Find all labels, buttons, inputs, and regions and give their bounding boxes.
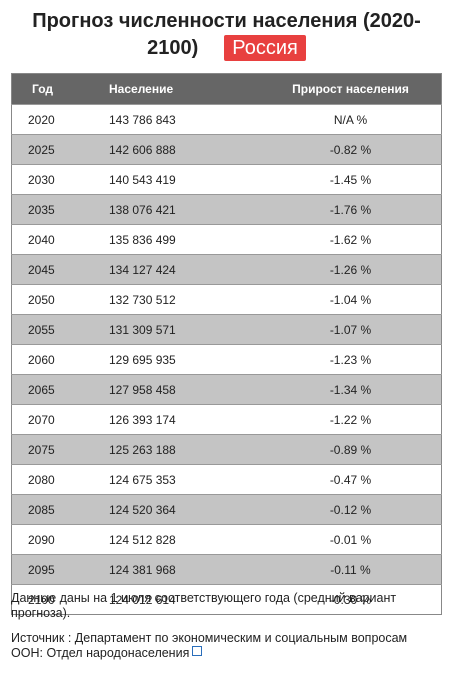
- table-cell: -1.22 %: [260, 404, 442, 435]
- table-row: 2030 140 543 419 -1.45 %: [11, 164, 442, 195]
- table-row: 2090 124 512 828 -0.01 %: [11, 524, 442, 555]
- table-cell: 132 730 512: [105, 284, 260, 315]
- table-cell: -0.89 %: [260, 434, 442, 465]
- note: Данные даны на 1 июля соответствующего г…: [11, 591, 397, 620]
- table-row: 2100 124 012 614 -0.30 %: [11, 584, 442, 615]
- table-cell: 127 958 458: [105, 374, 260, 405]
- country-badge: Россия: [224, 35, 306, 61]
- table-cell: 124 381 968: [105, 554, 260, 585]
- page: Прогноз численности населения (2020-2100…: [0, 8, 453, 673]
- table-cell: 2040: [11, 224, 105, 255]
- table-row: 2040 135 836 499 -1.62 %: [11, 224, 442, 255]
- table-cell: 2035: [11, 194, 105, 225]
- table-cell: -1.76 %: [260, 194, 442, 225]
- table-cell: 126 393 174: [105, 404, 260, 435]
- table-cell: -1.62 %: [260, 224, 442, 255]
- title: Прогноз численности населения (2020-2100…: [32, 10, 421, 59]
- table-body: 2020 143 786 843 N/A % 2025 142 606 888 -0.82…: [11, 104, 442, 615]
- table-cell: 2045: [11, 254, 105, 285]
- table-row: 2080 124 675 353 -0.47 %: [11, 464, 442, 495]
- source: Источник : Департамент по экономическим …: [11, 631, 431, 661]
- table-cell: -1.23 %: [260, 344, 442, 375]
- table-row: 2035 138 076 421 -1.76 %: [11, 194, 442, 225]
- table-row: 2075 125 263 188 -0.89 %: [11, 434, 442, 465]
- table-cell: 2050: [11, 284, 105, 315]
- column-header: Год: [11, 73, 105, 105]
- table-cell: 2060: [11, 344, 105, 375]
- table-cell: -0.11 %: [260, 554, 442, 585]
- table-row: 2095 124 381 968 -0.11 %: [11, 554, 442, 585]
- table-cell: 2020: [11, 104, 105, 135]
- table-row: 2045 134 127 424 -1.26 %: [11, 254, 442, 285]
- table-cell: -0.01 %: [260, 524, 442, 555]
- table-cell: 2055: [11, 314, 105, 345]
- table-cell: 140 543 419: [105, 164, 260, 195]
- table-cell: 143 786 843: [105, 104, 260, 135]
- column-header: Население: [105, 73, 260, 105]
- table-cell: 124 675 353: [105, 464, 260, 495]
- column-header: Прирост населения: [260, 73, 442, 105]
- table-cell: 134 127 424: [105, 254, 260, 285]
- table-row: 2050 132 730 512 -1.04 %: [11, 284, 442, 315]
- table-cell: -0.12 %: [260, 494, 442, 525]
- source-link[interactable]: Отдел народонаселения: [46, 646, 190, 660]
- table-cell: 2085: [11, 494, 105, 525]
- table-cell: 2080: [11, 464, 105, 495]
- table-cell: 131 309 571: [105, 314, 260, 345]
- table-cell: 2025: [11, 134, 105, 165]
- table-cell: 2100: [11, 584, 105, 615]
- table-cell: 129 695 935: [105, 344, 260, 375]
- table-cell: 135 836 499: [105, 224, 260, 255]
- table-cell: 2065: [11, 374, 105, 405]
- table-cell: 124 520 364: [105, 494, 260, 525]
- external-link-icon: [192, 646, 203, 656]
- header-row: Год Население Прирост населения: [11, 73, 442, 105]
- table-row: 2085 124 520 364 -0.12 %: [11, 494, 442, 525]
- footer: Данные даны на 1 июля соответствующего г…: [11, 591, 431, 671]
- table-row: 2060 129 695 935 -1.23 %: [11, 344, 442, 375]
- table-cell: 138 076 421: [105, 194, 260, 225]
- table-row: 2055 131 309 571 -1.07 %: [11, 314, 442, 345]
- table-cell: 2030: [11, 164, 105, 195]
- table-cell: 2095: [11, 554, 105, 585]
- table-row: 2020 143 786 843 N/A %: [11, 104, 442, 135]
- table-cell: -0.82 %: [260, 134, 442, 165]
- table-cell: -0.47 %: [260, 464, 442, 495]
- table-cell: -1.04 %: [260, 284, 442, 315]
- table-cell: -1.26 %: [260, 254, 442, 285]
- table-cell: 125 263 188: [105, 434, 260, 465]
- table-row: 2070 126 393 174 -1.22 %: [11, 404, 442, 435]
- table-cell: 124 512 828: [105, 524, 260, 555]
- table-cell: -1.34 %: [260, 374, 442, 405]
- table-cell: N/A %: [260, 104, 442, 135]
- table-cell: -0.30 %: [260, 584, 442, 615]
- table-cell: 2075: [11, 434, 105, 465]
- population-table: Год Население Прирост населения 2020 143 78…: [11, 73, 442, 615]
- title-block: Прогноз численности населения (2020-2100…: [10, 8, 443, 64]
- source-text: Источник : Департамент по экономическим …: [11, 631, 408, 660]
- table-row: 2025 142 606 888 -0.82 %: [11, 134, 442, 165]
- table-cell: -1.45 %: [260, 164, 442, 195]
- table-cell: 142 606 888: [105, 134, 260, 165]
- table-cell: 2070: [11, 404, 105, 435]
- table-cell: 2090: [11, 524, 105, 555]
- table-cell: 124 012 614: [105, 584, 260, 615]
- table-cell: -1.07 %: [260, 314, 442, 345]
- table-row: 2065 127 958 458 -1.34 %: [11, 374, 442, 405]
